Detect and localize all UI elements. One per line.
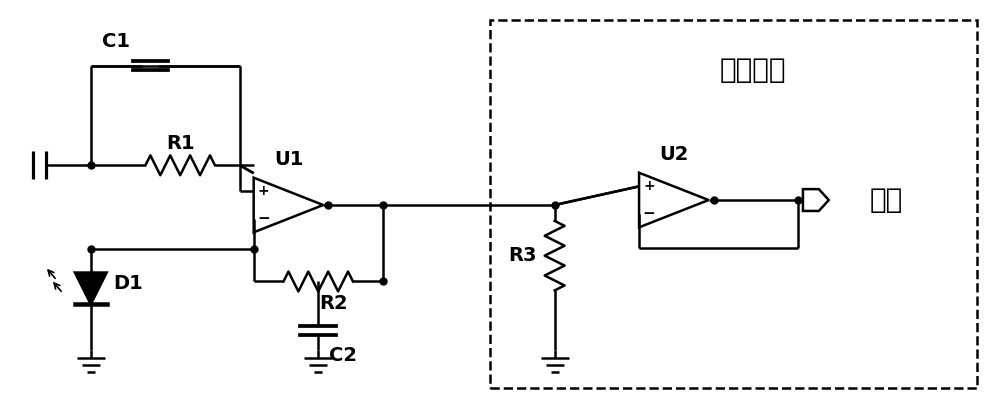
Text: R2: R2 [319, 294, 347, 313]
Text: U1: U1 [274, 150, 303, 169]
Text: −: − [643, 206, 655, 221]
Text: D1: D1 [114, 274, 143, 293]
Text: 运放隔离: 运放隔离 [720, 56, 787, 84]
Polygon shape [75, 272, 107, 304]
Bar [490, 20, 977, 388]
Text: R1: R1 [166, 134, 194, 153]
Text: +: + [643, 179, 655, 194]
Text: 输出: 输出 [869, 186, 903, 214]
Text: R3: R3 [509, 246, 537, 265]
Text: −: − [257, 211, 270, 226]
Text: U2: U2 [659, 145, 689, 164]
Text: C2: C2 [329, 346, 357, 365]
Text: C1: C1 [102, 32, 130, 51]
Text: +: + [258, 185, 269, 199]
